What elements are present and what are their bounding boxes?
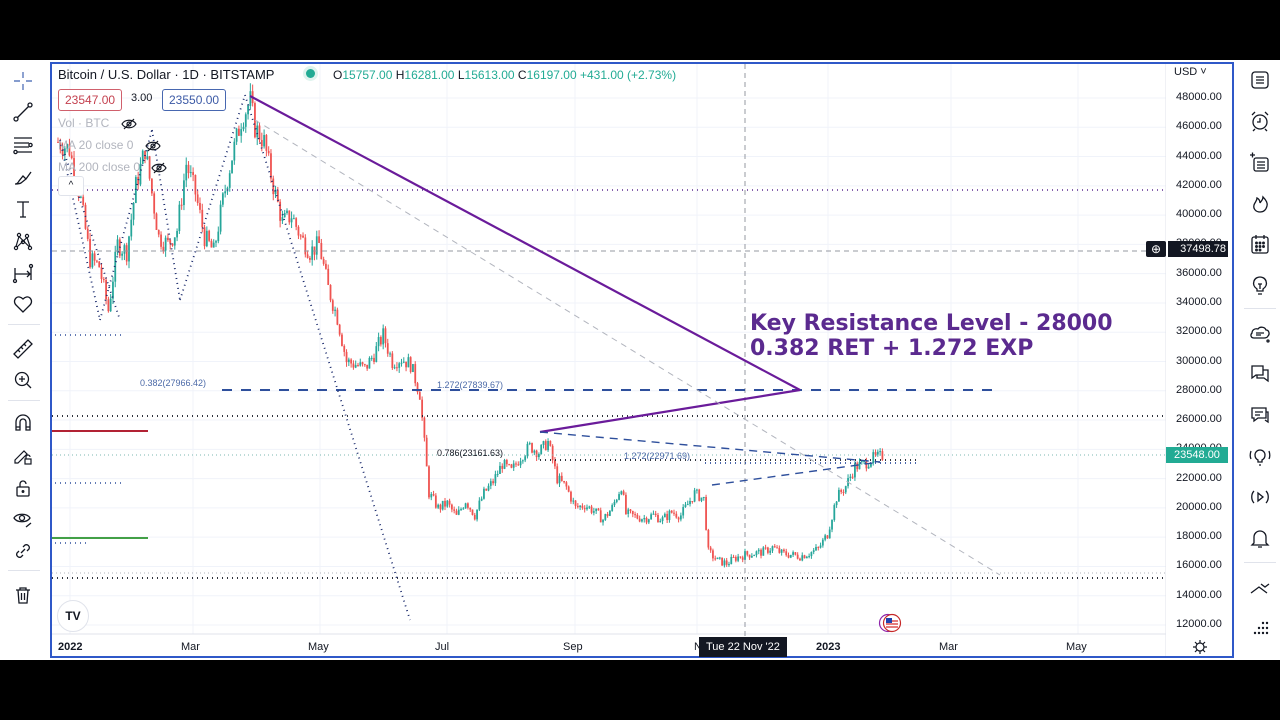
- add-alert-plus-icon[interactable]: ⊕: [1146, 241, 1166, 257]
- price-axis-tick: 34000.00: [1176, 295, 1222, 308]
- messages-icon[interactable]: [1247, 402, 1273, 428]
- streams-icon[interactable]: [1247, 484, 1273, 510]
- toolbar-divider: [8, 400, 40, 401]
- crosshair-icon[interactable]: [10, 68, 36, 94]
- price-axis-tick: 46000.00: [1176, 120, 1222, 133]
- time-axis-tick: N: [694, 641, 702, 653]
- price-axis-tick: 28000.00: [1176, 383, 1222, 396]
- trash-icon[interactable]: [10, 582, 36, 608]
- sell-button[interactable]: 23547.00: [58, 89, 123, 111]
- collapse-legend-button[interactable]: ^: [58, 176, 84, 196]
- magnet-icon[interactable]: [10, 410, 36, 436]
- price-axis-tick: 42000.00: [1176, 178, 1222, 191]
- price-axis-tick: 40000.00: [1176, 208, 1222, 221]
- indicator-volume[interactable]: Vol · BTC: [58, 116, 137, 130]
- pattern-icon[interactable]: [10, 228, 36, 254]
- annotation-line-1: Key Resistance Level - 28000: [750, 311, 1113, 336]
- drawing-toolbar: [0, 60, 48, 660]
- time-axis-tick: 2022: [58, 641, 83, 653]
- app-frame: Bitcoin / U.S. Dollar · 1D · BITSTAMP O1…: [0, 60, 1280, 660]
- toolbar-divider: [8, 570, 40, 571]
- price-axis-tick: 36000.00: [1176, 266, 1222, 279]
- idea-stream-icon[interactable]: [1247, 443, 1273, 469]
- price-axis-tick: 32000.00: [1176, 325, 1222, 338]
- fib-tools-icon[interactable]: [10, 132, 36, 158]
- spread-value: 3.00: [131, 92, 153, 104]
- add-list-icon[interactable]: [1247, 149, 1273, 175]
- indicator-ma20[interactable]: MA 20 close 0: [58, 138, 161, 152]
- zoom-in-icon[interactable]: [10, 367, 36, 393]
- hotlist-icon[interactable]: [1247, 190, 1273, 216]
- widget-toolbar: [1238, 60, 1280, 660]
- toolbar-divider: [1244, 308, 1276, 309]
- indicator-ma200[interactable]: MA 200 close 0: [58, 160, 168, 174]
- brush-icon[interactable]: [10, 164, 36, 190]
- lock-drawing-icon[interactable]: [10, 442, 36, 468]
- currency-selector[interactable]: USD ˅: [1174, 66, 1207, 78]
- lock-icon[interactable]: [10, 475, 36, 501]
- chart-pane-border: [50, 62, 1234, 658]
- calendar-icon[interactable]: [1247, 231, 1273, 257]
- time-axis-tick: Jul: [435, 641, 450, 653]
- settings-gear-icon[interactable]: [1192, 639, 1208, 655]
- price-axis-tick: 48000.00: [1176, 91, 1222, 103]
- price-axis-tick: 26000.00: [1176, 413, 1222, 426]
- symbol-title[interactable]: Bitcoin / U.S. Dollar · 1D · BITSTAMP: [58, 67, 275, 82]
- time-axis-tick: Mar: [181, 641, 200, 653]
- collapse-icon[interactable]: [1247, 576, 1273, 602]
- time-axis-tick: Mar: [939, 641, 958, 653]
- fib-label-0786: 0.786(23161.63): [437, 448, 504, 458]
- chat-cloud-icon[interactable]: [1247, 320, 1273, 346]
- annotation-line-2: 0.382 RET + 1.272 EXP: [750, 336, 1034, 361]
- price-chart-canvas[interactable]: [52, 64, 1166, 656]
- price-axis-tick: 18000.00: [1176, 530, 1222, 543]
- text-icon[interactable]: [10, 196, 36, 222]
- market-status-dot[interactable]: [306, 69, 315, 78]
- link-icon[interactable]: [10, 538, 36, 564]
- fib-label-1272-b: 1.272(22971.69): [624, 451, 691, 461]
- fib-label-1272-a: 1.272(27839.67): [437, 380, 504, 390]
- chart-annotation[interactable]: Key Resistance Level - 28000 0.382 RET +…: [750, 311, 1113, 361]
- chats-icon[interactable]: [1247, 361, 1273, 387]
- trend-line-icon[interactable]: [10, 99, 36, 125]
- time-axis-tick: 2023: [816, 641, 841, 653]
- dom-icon[interactable]: [1247, 616, 1273, 642]
- price-axis-tick: 30000.00: [1176, 354, 1222, 367]
- alarm-icon[interactable]: [1247, 108, 1273, 134]
- toolbar-divider: [1244, 562, 1276, 563]
- watchlist-icon[interactable]: [1247, 67, 1273, 93]
- price-axis-tick: 12000.00: [1176, 618, 1222, 630]
- hidden-eye-icon[interactable]: [121, 118, 137, 130]
- time-axis-tick: May: [1066, 641, 1087, 653]
- tradingview-logo[interactable]: TV: [57, 600, 89, 632]
- eye-icon[interactable]: [10, 506, 36, 532]
- time-axis-tick: May: [308, 641, 329, 653]
- price-axis-tick: 14000.00: [1176, 588, 1222, 601]
- heart-icon[interactable]: [10, 292, 36, 318]
- notifications-icon[interactable]: [1247, 525, 1273, 551]
- price-axis-tick: 16000.00: [1176, 559, 1222, 572]
- toolbar-divider: [8, 324, 40, 325]
- price-axis-tick: 22000.00: [1176, 471, 1222, 484]
- us-economic-event-flag-icon[interactable]: [878, 613, 904, 633]
- time-axis-tick: Sep: [563, 641, 583, 653]
- hidden-eye-icon[interactable]: [151, 162, 168, 174]
- ideas-icon[interactable]: [1247, 272, 1273, 298]
- ruler-icon[interactable]: [10, 336, 36, 362]
- crosshair-time-label: Tue 22 Nov '22: [699, 637, 787, 657]
- price-axis-tick: 20000.00: [1176, 500, 1222, 513]
- crosshair-price-label: 37498.78: [1168, 241, 1228, 257]
- measure-range-icon[interactable]: [10, 260, 36, 286]
- buy-button[interactable]: 23550.00: [162, 89, 227, 111]
- price-axis-tick: 44000.00: [1176, 149, 1222, 162]
- hidden-eye-icon[interactable]: [145, 140, 161, 152]
- ohlc-values: O15757.00 H16281.00 L15613.00 C16197.00 …: [333, 68, 677, 82]
- last-price-label: 23548.00: [1166, 447, 1228, 463]
- fib-label-0382: 0.382(27966.42): [140, 378, 207, 388]
